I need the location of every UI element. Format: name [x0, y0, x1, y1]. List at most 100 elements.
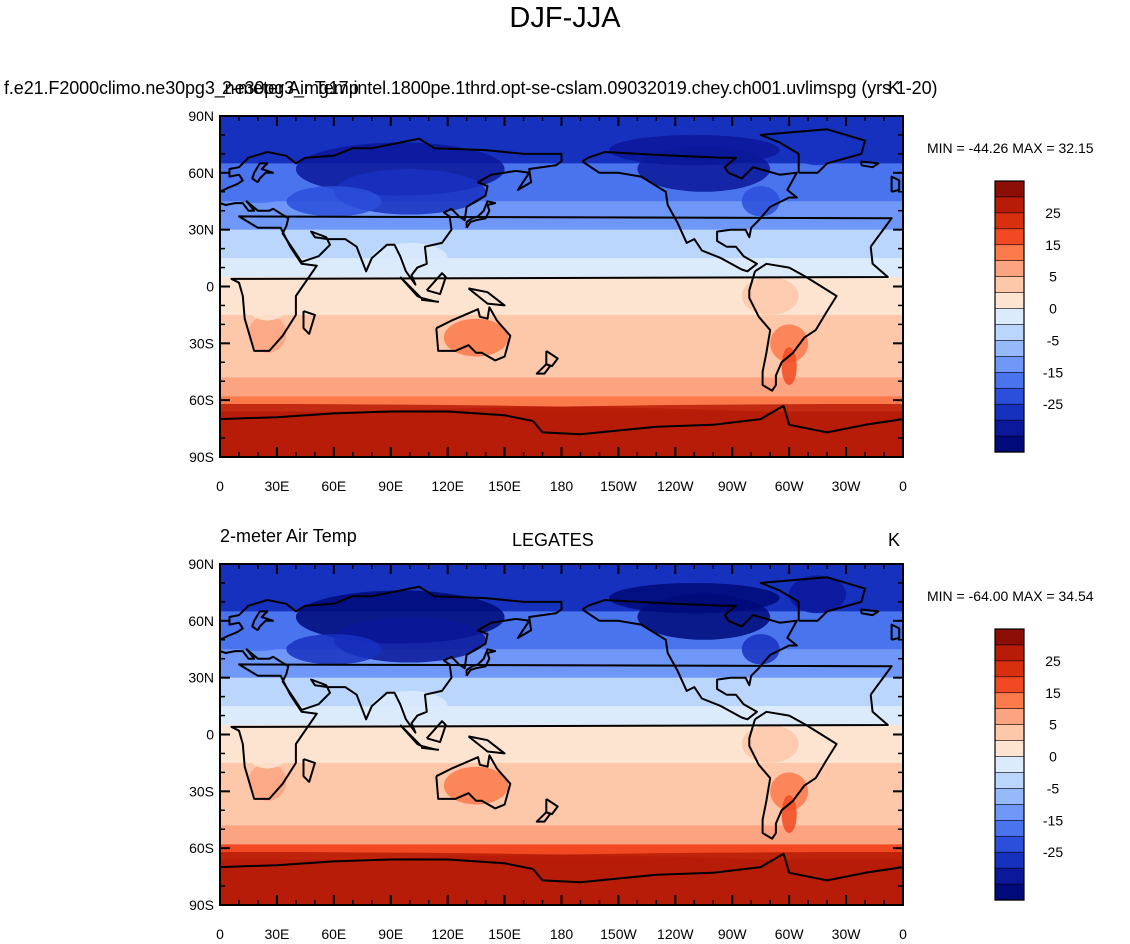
coastline	[581, 151, 798, 273]
coastline	[220, 137, 563, 286]
lat-label: 0	[206, 727, 214, 743]
lon-label: 30W	[832, 478, 862, 494]
colorbar-swatch	[994, 867, 1025, 885]
colorbar-swatch	[994, 196, 1025, 214]
lon-label: 60E	[321, 478, 346, 494]
colorbar-swatch	[994, 628, 1025, 646]
colorbar-swatch	[994, 740, 1025, 758]
colorbar-swatch	[994, 660, 1025, 678]
colorbar-label: -5	[1047, 780, 1060, 796]
lat-label: 90N	[188, 556, 214, 572]
field-anomaly	[220, 403, 903, 442]
field-anomaly	[0, 852, 220, 890]
field-anomaly	[789, 127, 847, 166]
field-anomaly	[0, 135, 97, 165]
field-band	[220, 229, 903, 259]
lat-label: 30S	[189, 783, 214, 799]
coastline	[302, 758, 316, 783]
colorbar-frame	[994, 628, 1025, 901]
field-anomaly	[59, 725, 116, 763]
coastline	[545, 350, 559, 368]
coastline	[220, 404, 903, 436]
field-anomaly	[741, 277, 799, 315]
lon-label: 120E	[431, 478, 464, 494]
colorbar-label: 15	[1045, 685, 1061, 701]
field-anomaly	[0, 404, 220, 442]
colorbar-swatch	[994, 708, 1025, 726]
colorbar-swatch	[994, 676, 1025, 694]
lat-label: 60N	[188, 613, 214, 629]
field-anomaly	[443, 766, 509, 805]
field-anomaly	[789, 575, 847, 614]
map-panel-2	[0, 563, 1025, 906]
lon-label: 30E	[264, 478, 289, 494]
colorbar-swatch	[994, 819, 1025, 837]
coastline	[220, 585, 563, 734]
colorbar-swatch	[994, 724, 1025, 742]
temperature-field	[0, 564, 969, 905]
field-anomaly	[443, 318, 509, 357]
lon-label: 90E	[378, 478, 403, 494]
colorbar-label: 15	[1045, 237, 1061, 253]
map-panel-1	[0, 115, 1130, 458]
field-anomaly	[781, 795, 797, 834]
lon-label: 150E	[488, 926, 521, 942]
field-anomaly	[608, 134, 780, 166]
colorbar-label: -5	[1047, 332, 1060, 348]
coastline	[435, 306, 512, 362]
lon-label: 150W	[600, 478, 637, 494]
lon-label: 120W	[657, 926, 694, 942]
coastline	[420, 296, 440, 303]
panel2-title-left: 2-meter Air Temp	[220, 526, 357, 546]
coastline	[467, 287, 506, 307]
lon-label: 60E	[321, 926, 346, 942]
panel1-minmax: MIN = -44.26 MAX = 32.15	[927, 140, 1094, 156]
panel2-minmax: MIN = -64.00 MAX = 34.54	[927, 588, 1094, 604]
coastline	[748, 262, 838, 392]
colorbar	[994, 180, 1025, 453]
coastline	[890, 175, 901, 193]
colorbar-swatch	[994, 435, 1025, 453]
coastline	[535, 363, 552, 375]
field-anomaly	[220, 620, 296, 652]
field-anomaly	[106, 127, 163, 165]
coastline	[860, 608, 880, 617]
field-anomaly	[286, 186, 382, 217]
lon-label: 0	[216, 926, 224, 942]
colorbar-swatch	[994, 292, 1025, 310]
lon-label: 30E	[264, 926, 289, 942]
coastline	[426, 720, 447, 744]
field-anomaly	[371, 690, 448, 722]
colorbar-swatch	[994, 387, 1025, 405]
field-anomaly	[1017, 169, 1130, 214]
colorbar-swatch	[994, 644, 1025, 662]
lat-label: 90N	[188, 108, 214, 124]
colorbar-swatch	[994, 356, 1025, 373]
colorbar-swatch	[994, 692, 1025, 710]
colorbar-label: -15	[1043, 812, 1063, 828]
coastline	[435, 754, 512, 810]
field-anomaly	[244, 282, 291, 321]
coastline	[302, 310, 316, 335]
lon-label: 0	[216, 478, 224, 494]
colorbar-swatch	[994, 276, 1025, 294]
lon-label: 120E	[431, 926, 464, 942]
main-title: DJF-JJA	[509, 2, 621, 34]
colorbar-swatch	[994, 788, 1025, 805]
coastline	[581, 599, 798, 721]
colorbar-swatch	[994, 340, 1025, 357]
coastline	[860, 160, 880, 169]
colorbar-swatch	[994, 308, 1025, 326]
colorbar-label: -15	[1043, 364, 1063, 380]
field-anomaly	[59, 634, 97, 664]
coastline	[251, 162, 275, 184]
field-band	[220, 377, 903, 397]
colorbar-swatch	[994, 804, 1025, 821]
lon-label: 30W	[832, 926, 862, 942]
field-anomaly	[931, 763, 969, 801]
field-anomaly	[741, 634, 780, 665]
field-anomaly	[220, 172, 296, 204]
panel1-title-left: 2-meter Air Temp	[222, 78, 359, 98]
temperature-field	[0, 116, 1130, 457]
